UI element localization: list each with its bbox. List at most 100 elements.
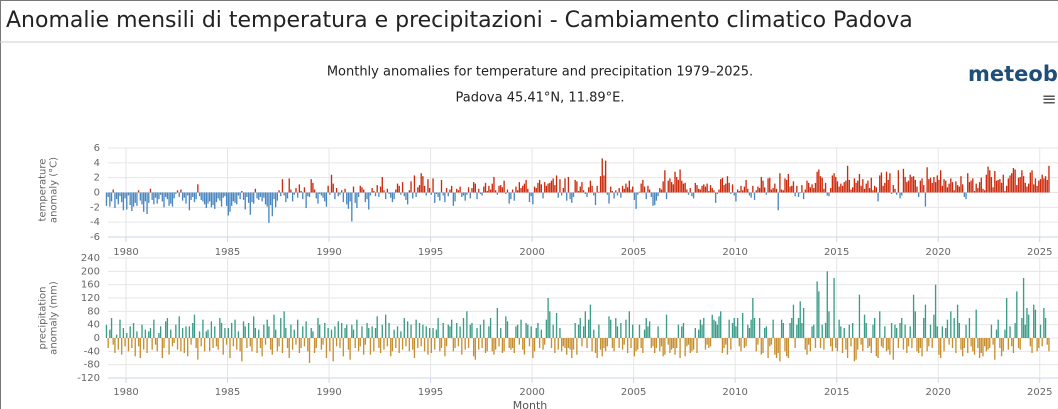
bar bbox=[963, 192, 966, 197]
bar bbox=[163, 192, 165, 208]
page-title: Anomalie mensili di temperatura e precip… bbox=[6, 8, 913, 33]
bar bbox=[652, 338, 654, 347]
bar bbox=[791, 185, 793, 193]
bar bbox=[811, 326, 813, 338]
bar bbox=[298, 184, 301, 193]
bar bbox=[469, 324, 471, 338]
bar bbox=[880, 338, 883, 347]
bar bbox=[481, 192, 483, 196]
bar bbox=[545, 185, 548, 193]
bar bbox=[159, 326, 162, 338]
bar bbox=[467, 187, 470, 193]
bar bbox=[923, 318, 925, 338]
bar bbox=[550, 180, 553, 193]
bar bbox=[273, 192, 275, 200]
bar bbox=[412, 192, 414, 199]
bar bbox=[931, 182, 933, 193]
bar bbox=[689, 338, 691, 353]
bar bbox=[513, 338, 515, 353]
bar bbox=[887, 179, 889, 193]
bar bbox=[1024, 182, 1026, 193]
bar bbox=[312, 182, 314, 193]
bar bbox=[393, 192, 395, 200]
bar bbox=[476, 192, 478, 200]
bar bbox=[560, 192, 563, 196]
bar bbox=[835, 338, 837, 348]
bar bbox=[456, 188, 458, 193]
bar bbox=[379, 186, 382, 193]
bar bbox=[826, 192, 828, 196]
bar bbox=[396, 183, 399, 193]
bar bbox=[955, 181, 957, 193]
bar bbox=[733, 318, 735, 338]
bar bbox=[823, 188, 825, 193]
bar bbox=[779, 173, 781, 193]
bar bbox=[767, 178, 769, 193]
bar bbox=[750, 319, 752, 338]
bar bbox=[506, 189, 509, 193]
bar bbox=[716, 192, 718, 194]
bar bbox=[378, 338, 380, 348]
bar bbox=[638, 324, 641, 338]
bar bbox=[897, 170, 900, 193]
menu-button[interactable]: ≡ bbox=[1041, 89, 1056, 110]
bar bbox=[802, 192, 805, 200]
bar bbox=[665, 314, 668, 338]
bar bbox=[187, 192, 189, 196]
bar bbox=[347, 192, 350, 209]
bar bbox=[985, 338, 988, 352]
bar bbox=[136, 192, 138, 206]
bar bbox=[633, 338, 636, 357]
bar bbox=[877, 338, 879, 358]
bar bbox=[552, 178, 554, 193]
bar bbox=[938, 179, 940, 193]
bar bbox=[373, 338, 375, 352]
bar bbox=[594, 192, 597, 206]
bar bbox=[648, 189, 651, 193]
bar bbox=[530, 192, 532, 197]
bar bbox=[173, 338, 175, 343]
bar bbox=[939, 170, 942, 193]
bar bbox=[1026, 308, 1028, 338]
bar bbox=[259, 192, 262, 197]
bar bbox=[708, 191, 710, 193]
bar bbox=[887, 338, 889, 350]
bar bbox=[305, 192, 307, 209]
bar bbox=[364, 338, 367, 345]
bar bbox=[359, 185, 361, 193]
bar bbox=[444, 192, 446, 203]
bar bbox=[493, 338, 495, 355]
bar bbox=[958, 323, 960, 338]
bar bbox=[990, 324, 993, 338]
bar bbox=[965, 324, 967, 338]
x-tick-label: 2000 bbox=[519, 247, 544, 258]
bar bbox=[295, 338, 297, 345]
bar bbox=[231, 323, 233, 338]
bar bbox=[836, 181, 839, 193]
bar bbox=[511, 189, 514, 193]
bar bbox=[669, 338, 671, 353]
bar bbox=[210, 321, 213, 338]
bar bbox=[352, 186, 355, 193]
bar bbox=[471, 323, 473, 338]
bar bbox=[503, 338, 505, 352]
bar bbox=[320, 192, 323, 196]
bar bbox=[747, 188, 749, 193]
bar bbox=[327, 328, 329, 338]
bar bbox=[745, 338, 747, 347]
bar bbox=[110, 192, 113, 202]
bar bbox=[114, 192, 116, 209]
bar bbox=[1014, 169, 1016, 193]
bar bbox=[823, 338, 825, 350]
bar bbox=[811, 184, 813, 193]
bar bbox=[256, 192, 258, 199]
bar bbox=[953, 318, 955, 338]
bar bbox=[599, 176, 602, 193]
y-tick-label: -120 bbox=[77, 373, 100, 384]
bar bbox=[537, 182, 539, 193]
bar bbox=[496, 192, 499, 195]
bar bbox=[711, 188, 713, 193]
y-tick-label: 4 bbox=[94, 158, 100, 169]
bar bbox=[572, 192, 575, 197]
bar bbox=[723, 338, 725, 348]
